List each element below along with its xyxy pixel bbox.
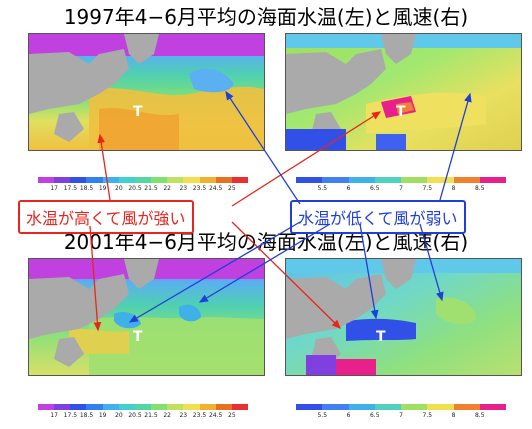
title-1997: 1997年4−6月平均の海面水温(左)と風速(右): [63, 5, 469, 29]
map-marker: T: [133, 104, 143, 120]
wind-map-2001: T: [285, 258, 522, 376]
callout-cool-weak-wind: 水温が低くて風が弱い: [290, 200, 466, 234]
sst-colorbar-2001: [38, 404, 249, 410]
callout-warm-strong-wind: 水温が高くて風が強い: [18, 200, 194, 234]
wind-colorbar-2001: [296, 404, 506, 410]
wind-map-1997: T: [285, 33, 522, 151]
wind-colorbar-1997: [296, 177, 506, 183]
wind-colorbar-labels-2001: 5.5 6 6.5 7 7.5 8 8.5: [317, 412, 485, 419]
sst-map-2001: T: [28, 258, 265, 376]
map-marker: T: [133, 329, 143, 345]
wind-colorbar-labels-1997: 5.5 6 6.5 7 7.5 8 8.5: [317, 185, 485, 192]
sst-colorbar-labels-1997: 17 17.5 18.5 19 20 20.5 21.5 22 23 23.5 24.5 25: [50, 185, 236, 192]
blue-arrows: [128, 90, 472, 323]
map-marker: T: [396, 104, 406, 120]
sst-map-1997: T: [28, 33, 265, 151]
map-marker: T: [376, 329, 386, 345]
red-arrows: [89, 111, 382, 332]
sst-colorbar-1997: [38, 177, 249, 183]
sst-colorbar-labels-2001: 17 17.5 18.5 19 20 20.5 21.5 22 23 23.5 24.5 25: [50, 412, 236, 419]
